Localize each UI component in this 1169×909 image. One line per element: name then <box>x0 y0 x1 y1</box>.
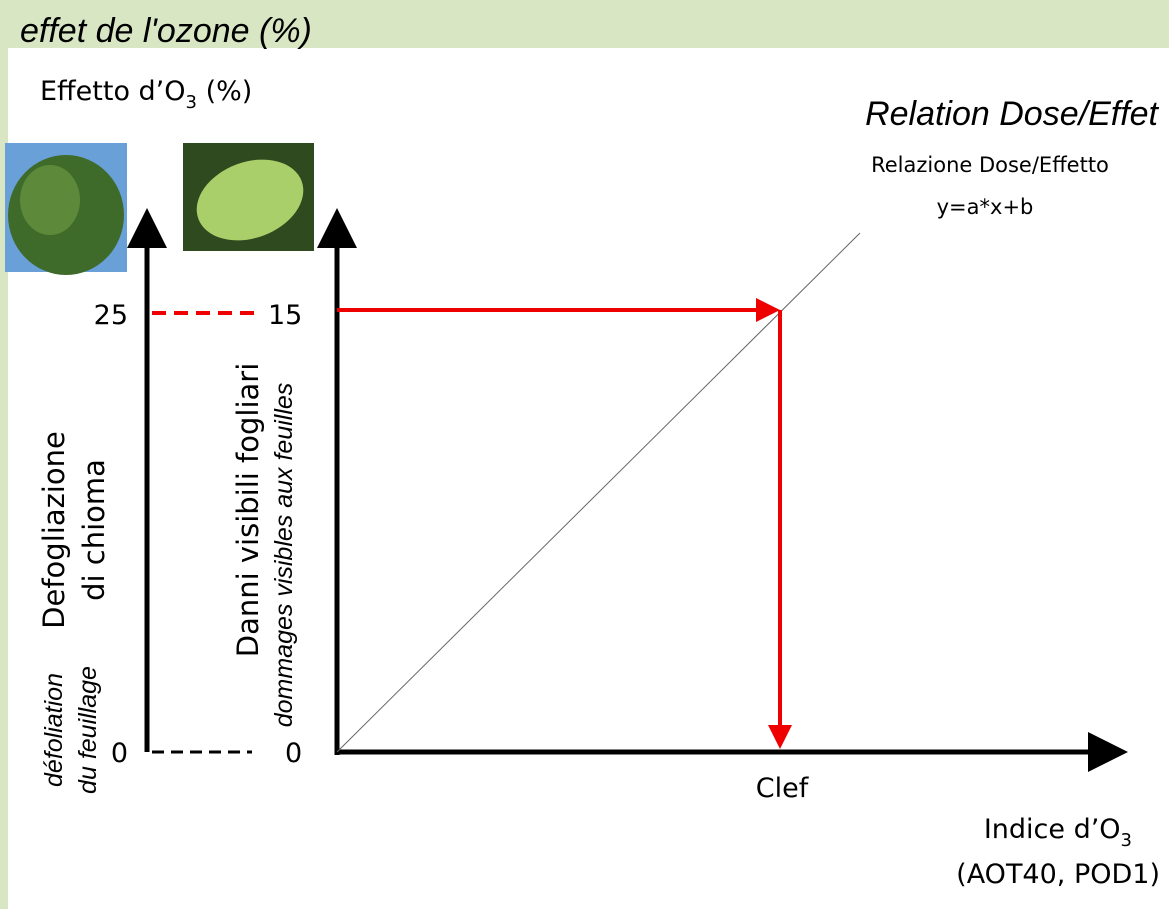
x-axis-label-sub: 3 <box>1121 830 1132 851</box>
x-axis-label: Indice d’O3 <box>984 814 1132 851</box>
y-label-sub: 3 <box>186 92 197 113</box>
middle-top-tick: 15 <box>268 300 302 331</box>
x-axis-detail: (AOT40, POD1) <box>956 859 1160 890</box>
middle-axis-label: Danni visibili fogliari <box>231 363 265 658</box>
left-top-tick: 25 <box>94 300 128 331</box>
relation-title: Relation Dose/Effet <box>865 95 1159 133</box>
middle-axis-french: dommages visibles aux feuilles <box>270 383 298 728</box>
left-axis-french-1: défoliation <box>40 673 68 787</box>
x-axis-label-text: Indice d’O <box>984 814 1121 845</box>
y-label-suffix: (%) <box>197 76 252 107</box>
y-label-text: Effetto d’O <box>40 76 186 107</box>
y-label: Effetto d’O3 (%) <box>40 76 252 113</box>
leaf-photo <box>183 143 314 251</box>
x-marker: Clef <box>756 773 810 804</box>
left-axis-label-2: di chioma <box>77 459 111 601</box>
left-bottom-tick: 0 <box>111 738 128 769</box>
tree-photo <box>5 143 127 275</box>
formula: y=a*x+b <box>937 195 1034 219</box>
relation-subtitle: Relazione Dose/Effetto <box>871 153 1109 177</box>
left-band <box>0 0 8 909</box>
left-axis-label-1: Defogliazione <box>37 431 71 629</box>
middle-bottom-tick: 0 <box>285 738 302 769</box>
header-band <box>0 0 1169 48</box>
header-title: effet de l'ozone (%) <box>20 12 312 50</box>
left-axis-french-2: du feuillage <box>74 666 102 794</box>
